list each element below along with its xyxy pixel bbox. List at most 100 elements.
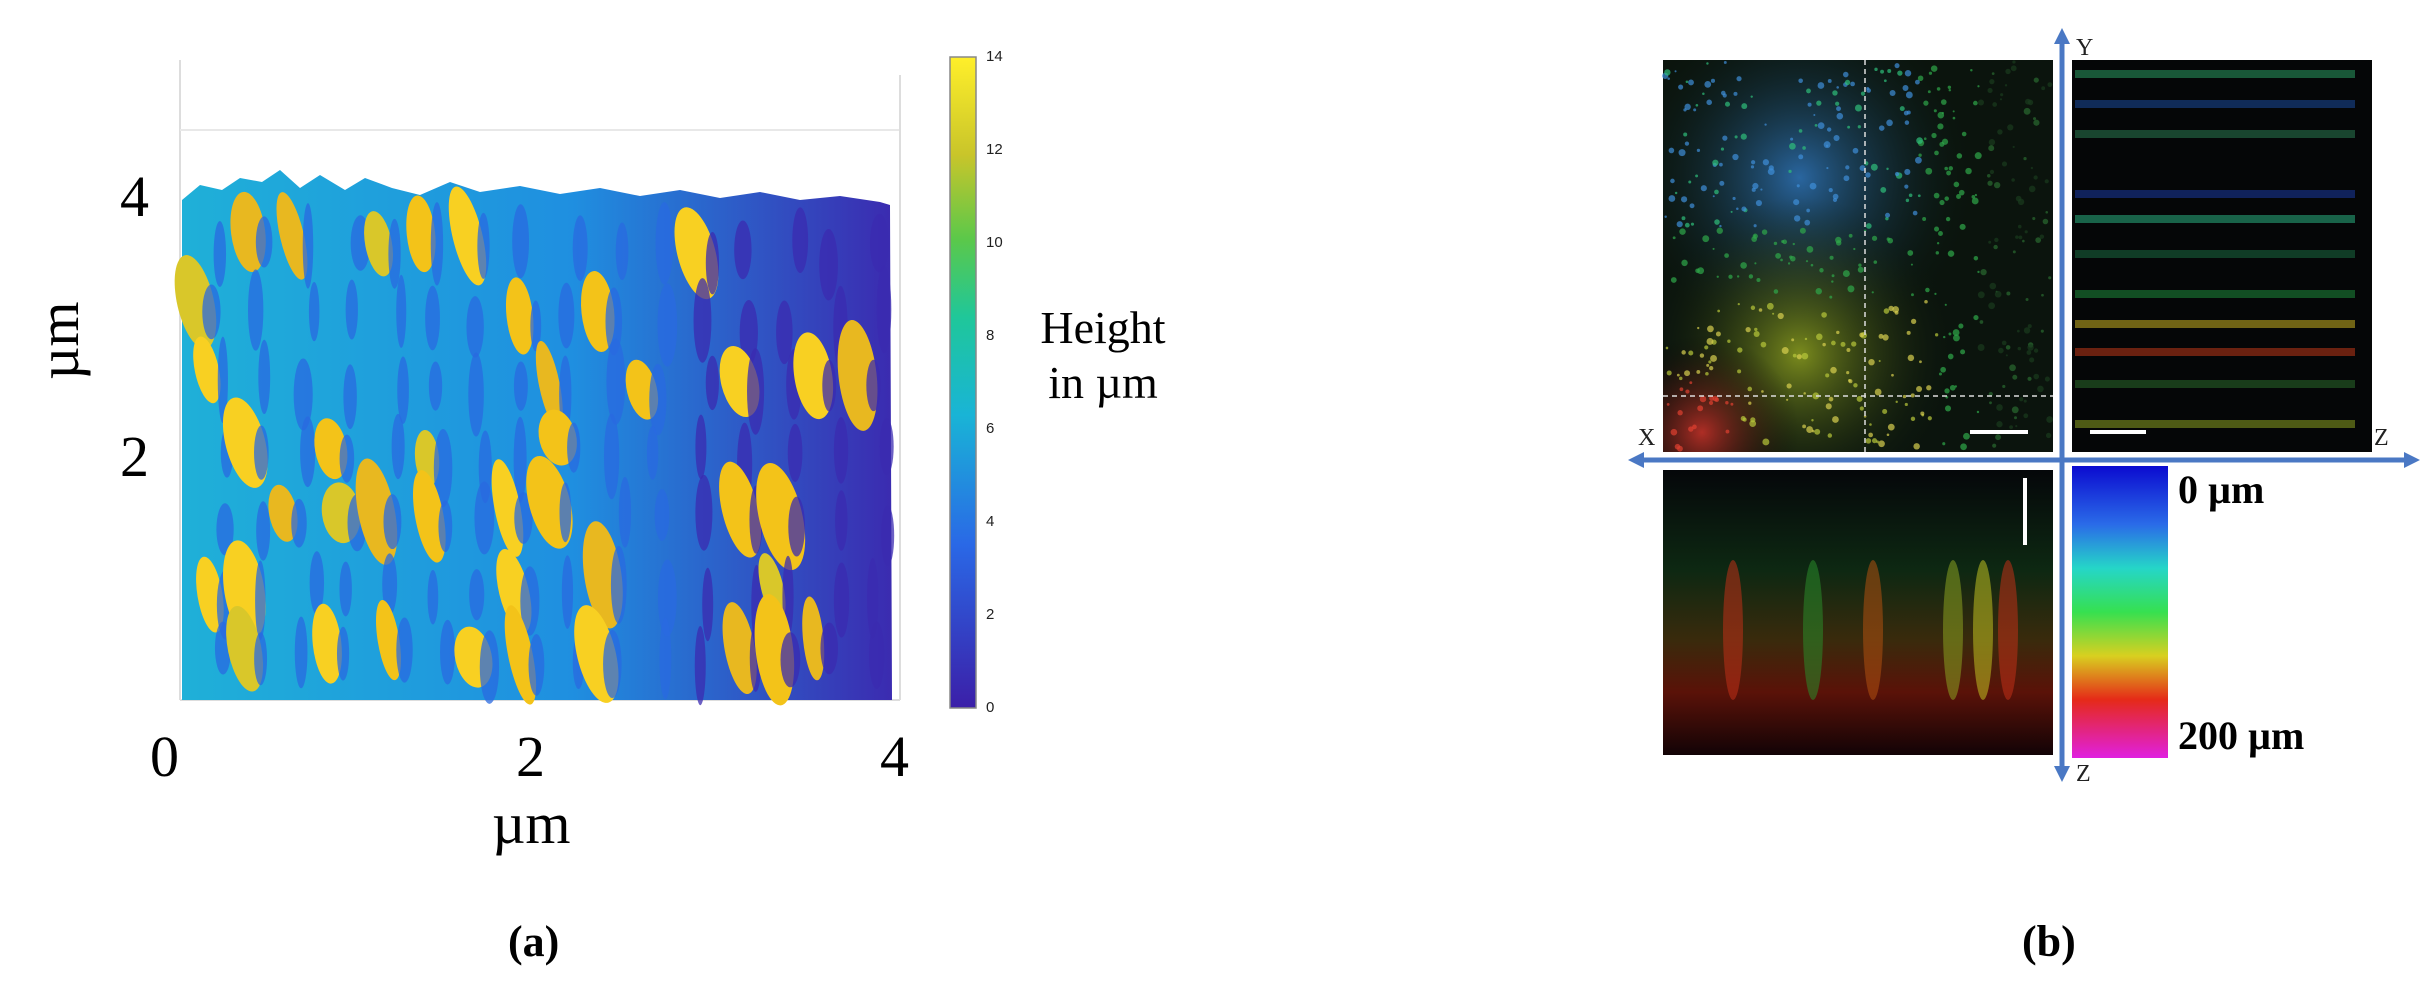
surface-valley xyxy=(788,496,806,557)
speckle xyxy=(1714,397,1720,403)
colorbar-tick: 2 xyxy=(986,606,995,623)
speckle xyxy=(1852,147,1859,154)
speckle xyxy=(1954,385,1958,388)
speckle xyxy=(1688,350,1694,356)
speckle xyxy=(1952,334,1960,342)
surface-peak xyxy=(505,277,534,355)
speckle xyxy=(1751,236,1758,243)
surface-valley xyxy=(382,553,398,615)
depth-streak xyxy=(2075,100,2355,108)
speckle xyxy=(1741,206,1747,212)
speckle xyxy=(1887,68,1892,73)
surface-valley xyxy=(430,202,444,286)
surface-valley xyxy=(433,429,453,508)
speckle xyxy=(1679,228,1686,235)
speckle xyxy=(2023,413,2029,419)
surface-valley xyxy=(513,361,528,411)
speckle xyxy=(1668,195,1676,202)
surface-peak xyxy=(312,603,342,684)
speckle xyxy=(2006,291,2011,296)
surface-valley xyxy=(254,425,269,480)
panel-b-confocal-views: Y X Z Z 0 µm 200 µm (b) xyxy=(1620,0,2420,1008)
surface-valley xyxy=(572,215,588,281)
speckle xyxy=(1764,123,1767,126)
speckle xyxy=(1895,400,1898,404)
speckle xyxy=(1987,180,1993,186)
surface-valley xyxy=(869,213,889,273)
speckle xyxy=(2032,216,2036,221)
speckle xyxy=(1918,153,1922,157)
speckle xyxy=(1710,78,1716,83)
speckle xyxy=(1904,184,1909,189)
surface-peak xyxy=(802,596,825,681)
speckle xyxy=(2016,329,2020,333)
speckle xyxy=(1947,353,1954,360)
speckle xyxy=(1989,169,1995,175)
surface-valley xyxy=(603,629,622,699)
colorbar-tick: 4 xyxy=(986,513,995,530)
speckle xyxy=(1719,224,1722,228)
speckle xyxy=(2014,416,2018,420)
surface-valley xyxy=(528,634,545,696)
surface-valley xyxy=(469,569,485,621)
speckle xyxy=(1976,410,1980,414)
panel-b-label: (b) xyxy=(2022,917,2076,966)
speckle xyxy=(1941,138,1949,145)
depth-streak xyxy=(1863,560,1883,700)
axis-letter-z-right: Z xyxy=(2374,425,2389,451)
speckle xyxy=(1668,147,1675,154)
speckle xyxy=(1740,262,1747,269)
speckle xyxy=(1844,79,1851,86)
speckle xyxy=(1960,443,1967,451)
speckle xyxy=(1688,426,1694,432)
speckle xyxy=(1782,239,1788,245)
surface-valley xyxy=(520,566,540,636)
speckle xyxy=(1664,69,1671,76)
speckle xyxy=(1678,149,1686,157)
speckle xyxy=(1750,305,1756,310)
speckle xyxy=(1848,379,1851,382)
surface-valley xyxy=(396,274,407,348)
speckle xyxy=(1934,150,1939,156)
speckle xyxy=(1801,352,1809,360)
speckle xyxy=(1988,145,1995,152)
speckle xyxy=(1994,290,2002,298)
speckle xyxy=(1977,99,1985,106)
speckle xyxy=(1827,79,1832,83)
speckle xyxy=(1807,102,1812,107)
speckle xyxy=(1876,440,1879,444)
speckle xyxy=(1992,102,1998,107)
speckle xyxy=(1780,258,1783,262)
surface-valley xyxy=(300,416,316,488)
speckle xyxy=(1806,245,1814,253)
speckle xyxy=(1870,163,1878,171)
speckle xyxy=(1925,287,1930,293)
colorbar-tick: 8 xyxy=(986,327,995,344)
speckle xyxy=(1714,189,1719,195)
speckle xyxy=(1674,70,1677,73)
speckle xyxy=(1934,292,1937,295)
speckle xyxy=(2024,230,2028,234)
y-tick-2: 2 xyxy=(120,424,149,489)
speckle xyxy=(1878,360,1881,363)
speckle xyxy=(1973,255,1979,261)
speckle xyxy=(1997,129,2003,135)
surface-peak xyxy=(193,336,221,404)
speckle xyxy=(2005,354,2008,357)
surface-valley xyxy=(343,364,357,430)
surface-valley xyxy=(822,360,837,412)
speckle xyxy=(1928,71,1933,75)
surface-valley xyxy=(659,617,672,700)
speckle xyxy=(1798,129,1803,133)
colorbar-tick: 0 xyxy=(986,699,995,716)
speckle xyxy=(1886,237,1890,241)
height-label: Height in µm xyxy=(1008,300,1198,410)
speckle xyxy=(1825,373,1830,378)
speckle xyxy=(1736,207,1739,211)
speckle xyxy=(1702,235,1710,243)
speckle xyxy=(1963,432,1970,440)
speckle xyxy=(1825,144,1829,148)
speckle xyxy=(1751,160,1756,165)
speckle xyxy=(1904,168,1911,175)
speckle xyxy=(1712,195,1715,198)
